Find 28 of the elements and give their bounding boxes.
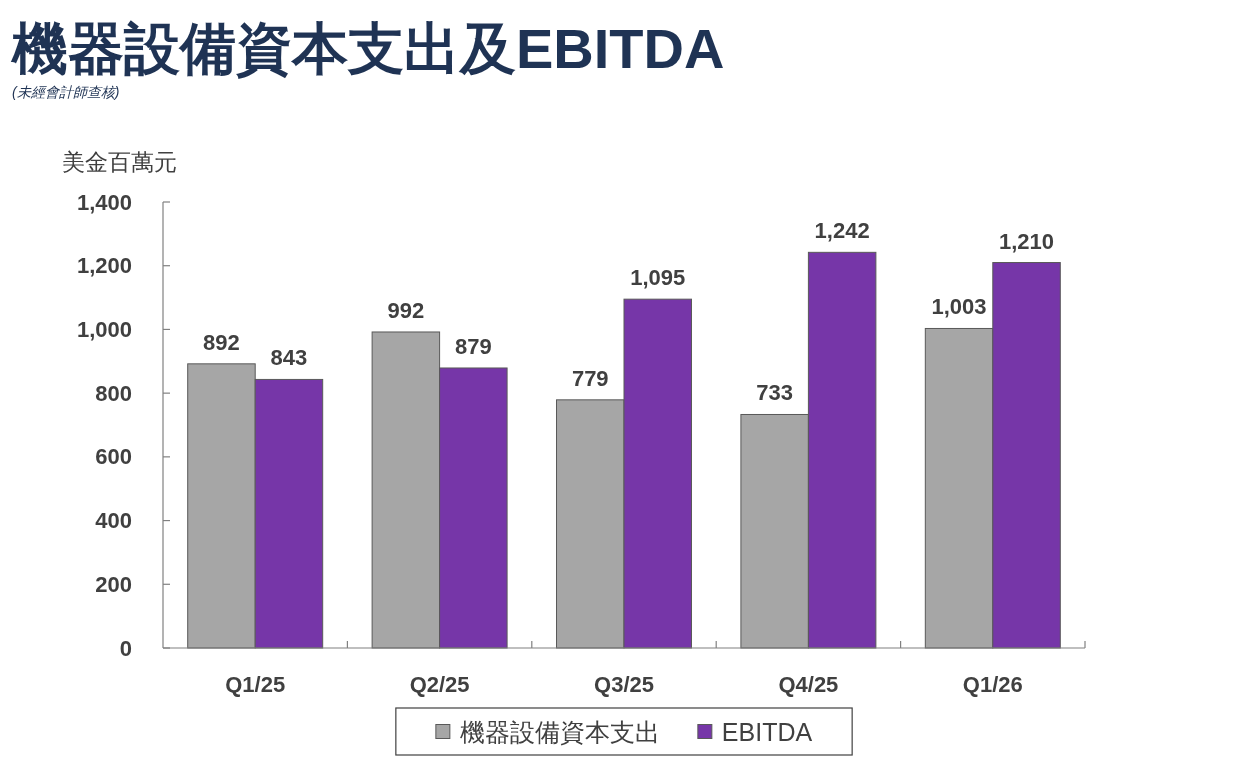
legend-label: 機器設備資本支出: [459, 717, 660, 746]
ytick: 1,200: [76, 253, 132, 279]
legend-label: EBITDA: [721, 717, 813, 746]
data-label: 879: [455, 334, 492, 359]
data-label: 1,095: [630, 265, 686, 291]
data-label: 1,210: [999, 228, 1055, 254]
data-label: 1,242: [814, 218, 870, 244]
ylabel: 美金百萬元: [62, 149, 177, 175]
xtick: Q4/25: [778, 672, 839, 697]
xtick: Q1/26: [962, 672, 1023, 697]
data-label: 892: [203, 329, 240, 355]
xtick: Q3/25: [594, 672, 654, 697]
ytick: 600: [95, 444, 132, 470]
data-label: 992: [387, 298, 425, 323]
data-label: 843: [270, 345, 308, 371]
xtick: Q1/25: [225, 672, 286, 697]
data-label: 1,003: [931, 294, 987, 320]
ytick: 1,000: [76, 316, 132, 342]
ytick: 800: [95, 380, 132, 406]
xtick: Q2/25: [409, 672, 470, 697]
ytick: 1,400: [76, 189, 132, 215]
ytick: 0: [119, 635, 132, 661]
ytick: 200: [95, 571, 132, 597]
data-label: 779: [571, 365, 609, 391]
ytick: 400: [95, 508, 132, 534]
data-label: 733: [756, 380, 793, 406]
subtitle: (未經會計師查核): [12, 84, 120, 100]
title: 機器設備資本支出及EBITDA: [12, 17, 725, 80]
